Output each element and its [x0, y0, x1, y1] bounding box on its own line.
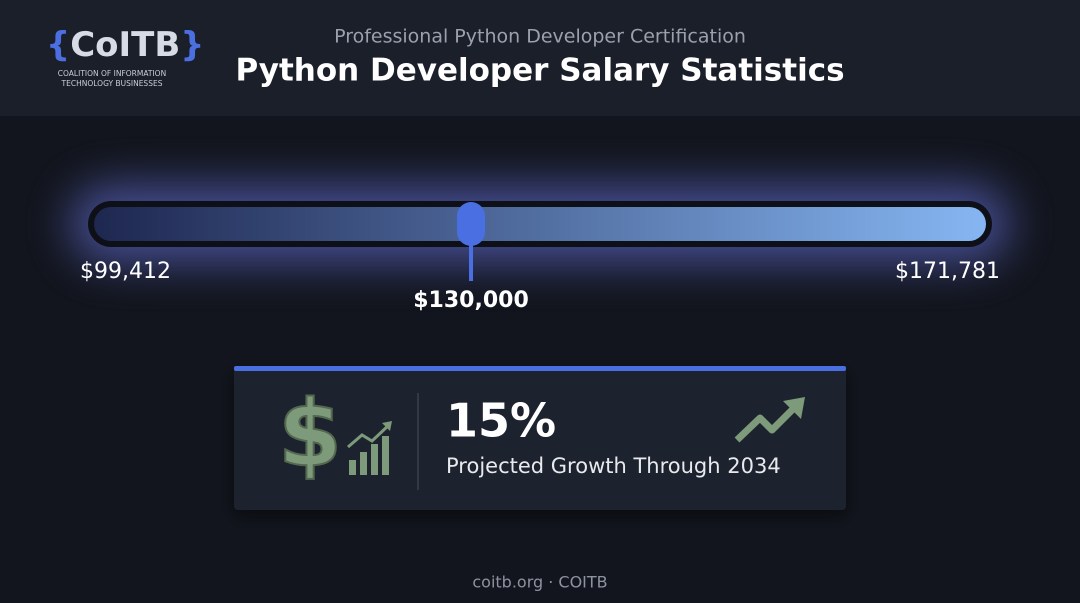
logo-line: COALITION OF INFORMATION: [58, 69, 166, 78]
card-accent: [234, 366, 846, 371]
subtitle: Professional Python Developer Certificat…: [334, 26, 746, 48]
logo-brace: }: [180, 25, 204, 65]
max-label: $171,781: [895, 259, 1000, 284]
salary-range: $99,412 $171,781 $130,000: [70, 185, 1010, 313]
logo-line: TECHNOLOGY BUSINESSES: [61, 79, 163, 88]
dollar-icon: $: [277, 379, 343, 488]
trend-arrow: [734, 397, 805, 443]
range-bar: [94, 207, 986, 241]
median-label: $130,000: [413, 288, 529, 313]
title: Python Developer Salary Statistics: [235, 53, 844, 89]
min-label: $99,412: [80, 259, 171, 284]
growth-caption: Projected Growth Through 2034: [446, 454, 781, 478]
bars-icon: [347, 421, 392, 475]
dollar-glyph: $: [278, 380, 342, 487]
median-knob: [457, 202, 486, 246]
logo-brace: {: [46, 25, 70, 65]
logo-name: CoITB: [70, 25, 180, 65]
growth-value: 15%: [446, 394, 556, 448]
header-band: [0, 0, 1080, 116]
footer: coitb.org · COITB: [472, 573, 607, 592]
logo-mark: {CoITB}: [46, 25, 205, 65]
